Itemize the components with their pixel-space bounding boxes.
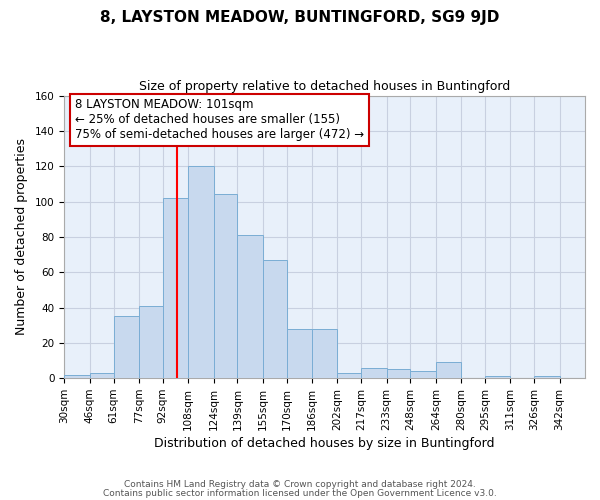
Bar (436, 362, 461, 378)
Y-axis label: Number of detached properties: Number of detached properties (15, 138, 28, 336)
Text: Contains HM Land Registry data © Crown copyright and database right 2024.: Contains HM Land Registry data © Crown c… (124, 480, 476, 489)
Title: Size of property relative to detached houses in Buntingford: Size of property relative to detached ho… (139, 80, 511, 93)
Text: 8, LAYSTON MEADOW, BUNTINGFORD, SG9 9JD: 8, LAYSTON MEADOW, BUNTINGFORD, SG9 9JD (100, 10, 500, 25)
Bar (188, 166, 214, 378)
Bar (64, 374, 90, 378)
Bar (287, 328, 312, 378)
Bar (214, 194, 238, 378)
Bar (337, 373, 361, 378)
Bar (163, 198, 188, 378)
Bar (113, 316, 139, 378)
Bar (386, 370, 410, 378)
Bar (139, 306, 163, 378)
Text: 8 LAYSTON MEADOW: 101sqm
← 25% of detached houses are smaller (155)
75% of semi-: 8 LAYSTON MEADOW: 101sqm ← 25% of detach… (75, 98, 364, 142)
Bar (90, 373, 113, 378)
Bar (312, 328, 337, 378)
Bar (361, 368, 386, 378)
Bar (485, 376, 511, 378)
Text: Contains public sector information licensed under the Open Government Licence v3: Contains public sector information licen… (103, 488, 497, 498)
Bar (263, 260, 287, 378)
Bar (534, 376, 560, 378)
X-axis label: Distribution of detached houses by size in Buntingford: Distribution of detached houses by size … (154, 437, 495, 450)
Bar (410, 371, 436, 378)
Bar (238, 235, 263, 378)
